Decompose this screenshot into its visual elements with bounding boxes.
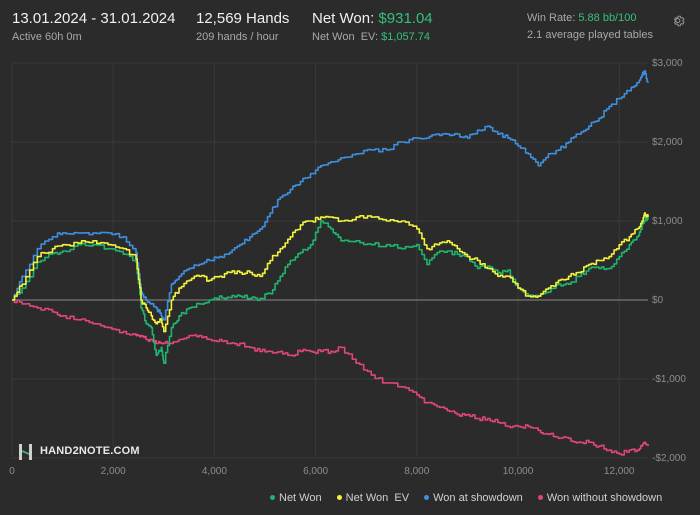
net-won-label: Net Won: (312, 10, 375, 27)
legend-dot (537, 494, 543, 500)
series-line-won-at-showdown (12, 70, 649, 321)
legend-label: Net Won EV (345, 492, 410, 504)
chart-grid (11, 62, 648, 459)
chart-series (12, 70, 649, 456)
date-block: 13.01.2024 - 31.01.2024 Active 60h 0m (12, 10, 175, 43)
x-tick-label: 12,000 (604, 466, 635, 477)
summary-header: 13.01.2024 - 31.01.2024 Active 60h 0m 12… (0, 0, 700, 60)
hand2note-logo-icon (19, 444, 32, 460)
hand2note-logo: HAND2NOTE.COM (18, 443, 140, 461)
x-tick-label: 6,000 (303, 466, 328, 477)
date-range: 13.01.2024 - 31.01.2024 (12, 10, 176, 27)
x-tick-label: 4,000 (202, 466, 227, 477)
y-tick-label: $1,000 (652, 216, 683, 227)
x-tick-label: 8,000 (404, 466, 429, 477)
x-tick-label: 0 (9, 466, 15, 477)
average-tables: 2.1 average played tables (527, 29, 653, 41)
legend-dot (336, 494, 342, 500)
net-won-block: Net Won: $931.04 Net Won EV: $1,057.74 (312, 10, 433, 43)
series-line-net-won-ev (12, 212, 649, 333)
legend-dot (424, 494, 430, 500)
win-rate-block: Win Rate: 5.88 bb/100 2.1 average played… (527, 12, 653, 41)
hands-block: 12,569 Hands 209 hands / hour (196, 10, 289, 43)
chart-legend: Net Won Net Won EV Won at showdown Won w… (270, 492, 662, 504)
series-line-net-won (12, 217, 649, 364)
y-tick-label: $2,000 (652, 137, 683, 148)
legend-item-won-without-showdown[interactable]: Won without showdown (537, 492, 663, 504)
net-won-ev-value: $1,057.74 (381, 31, 431, 43)
hands-count: 12,569 Hands (196, 10, 290, 27)
logo-text: HAND2NOTE.COM (40, 445, 140, 457)
legend-label: Won without showdown (546, 492, 663, 504)
gear-icon[interactable] (672, 14, 686, 28)
x-tick-label: 2,000 (101, 466, 126, 477)
net-won-ev-label: Net Won EV: (312, 31, 379, 43)
legend-item-net-won[interactable]: Net Won (270, 492, 322, 504)
y-tick-label: -$2,000 (652, 453, 686, 464)
profit-chart: 0 2,000 4,000 6,000 8,000 10,000 12,000 -$2,000… (9, 58, 686, 477)
y-tick-label: $3,000 (652, 58, 683, 69)
win-rate-value: 5.88 bb/100 (578, 12, 637, 24)
series-line-won-without-showdown (12, 299, 649, 456)
hands-rate: 209 hands / hour (196, 31, 279, 43)
legend-dot (270, 494, 275, 500)
chart-axes: 0 2,000 4,000 6,000 8,000 10,000 12,000 -$2,000… (9, 58, 686, 477)
net-won-value: $931.04 (378, 10, 433, 27)
legend-label: Net Won (279, 492, 322, 504)
legend-item-won-at-showdown[interactable]: Won at showdown (424, 492, 523, 504)
y-tick-label: -$1,000 (652, 374, 686, 385)
y-tick-label: $0 (652, 295, 664, 306)
win-rate-label: Win Rate: (527, 12, 576, 24)
legend-label: Won at showdown (433, 492, 523, 504)
legend-item-net-won-ev[interactable]: Net Won EV (336, 492, 410, 504)
x-tick-label: 10,000 (503, 466, 534, 477)
active-time: Active 60h 0m (12, 31, 82, 43)
